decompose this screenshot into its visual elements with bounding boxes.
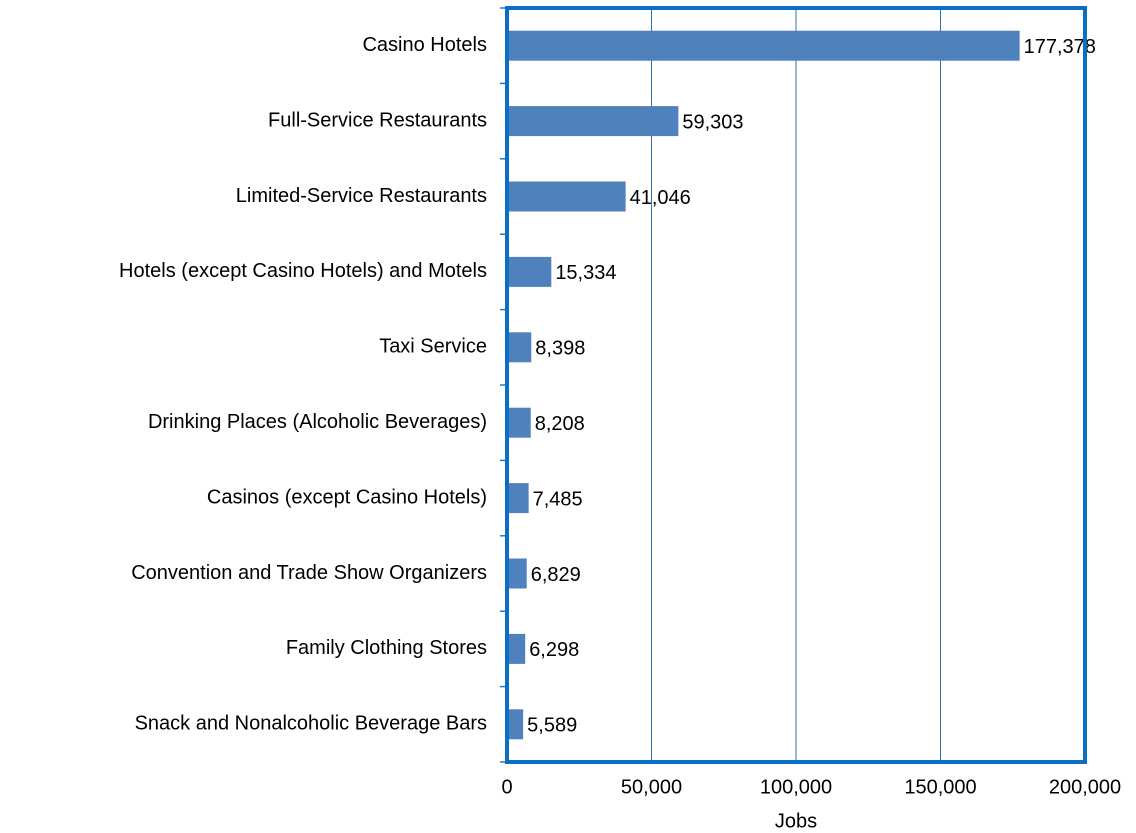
x-axis-title: Jobs <box>775 810 817 832</box>
x-tick-label: 100,000 <box>760 776 832 798</box>
x-tick-label: 150,000 <box>904 776 976 798</box>
bar <box>507 558 527 589</box>
bar <box>507 30 1020 61</box>
value-label: 8,398 <box>535 338 585 360</box>
value-label: 41,046 <box>630 187 691 209</box>
value-label: 59,303 <box>682 111 743 133</box>
bar <box>507 483 529 514</box>
y-tick-label: Hotels (except Casino Hotels) and Motels <box>119 260 487 282</box>
value-label: 6,298 <box>529 639 579 661</box>
x-tick-label: 0 <box>501 776 512 798</box>
bar <box>507 332 532 363</box>
bar <box>507 633 526 664</box>
y-tick-label: Casino Hotels <box>362 34 487 56</box>
y-tick-label: Drinking Places (Alcoholic Beverages) <box>148 411 487 433</box>
value-label: 6,829 <box>531 564 581 586</box>
y-tick-label: Limited-Service Restaurants <box>236 185 487 207</box>
plot-border <box>505 6 1087 764</box>
bar <box>507 256 552 287</box>
y-tick-label: Convention and Trade Show Organizers <box>131 562 487 584</box>
value-label: 5,589 <box>527 715 577 737</box>
y-tick-label: Snack and Nonalcoholic Beverage Bars <box>135 713 487 735</box>
bar <box>507 709 524 740</box>
value-label: 7,485 <box>533 488 583 510</box>
y-tick-label: Full-Service Restaurants <box>268 109 487 131</box>
y-tick-label: Taxi Service <box>379 336 487 358</box>
bar <box>507 407 531 438</box>
y-tick-label: Family Clothing Stores <box>286 637 487 659</box>
value-label: 8,208 <box>535 413 585 435</box>
value-label: 15,334 <box>555 262 616 284</box>
y-tick-label: Casinos (except Casino Hotels) <box>207 486 487 508</box>
x-tick-label: 200,000 <box>1049 776 1121 798</box>
bar <box>507 181 626 212</box>
bar <box>507 106 679 137</box>
x-tick-label: 50,000 <box>621 776 682 798</box>
value-label: 177,378 <box>1024 36 1096 58</box>
